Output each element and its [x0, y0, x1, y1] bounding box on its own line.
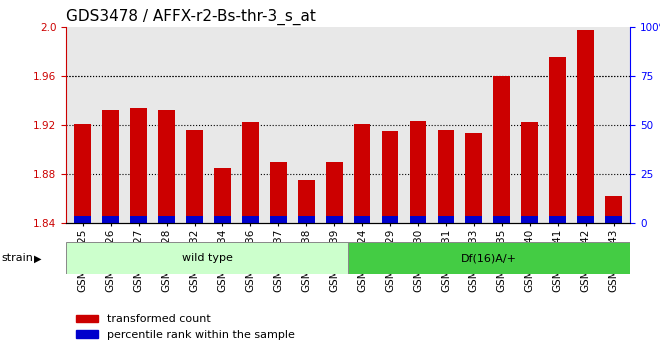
Bar [465, 133, 482, 223]
Bar [465, 216, 482, 223]
Bar [270, 162, 286, 223]
Text: strain: strain [1, 253, 33, 263]
Bar [438, 130, 454, 223]
Bar [270, 216, 286, 223]
Bar [186, 130, 203, 223]
Bar [75, 124, 91, 223]
Bar [578, 30, 594, 223]
Bar [158, 216, 175, 223]
Bar [549, 216, 566, 223]
Bar [605, 196, 622, 223]
Bar [578, 216, 594, 223]
Bar [494, 216, 510, 223]
Legend: transformed count, percentile rank within the sample: transformed count, percentile rank withi… [71, 310, 300, 344]
Bar [242, 216, 259, 223]
Bar [66, 242, 348, 274]
Bar [130, 108, 147, 223]
Bar [549, 57, 566, 223]
Bar [410, 121, 426, 223]
Bar [186, 216, 203, 223]
Text: Df(16)A/+: Df(16)A/+ [461, 253, 517, 263]
Bar [326, 162, 343, 223]
Text: ▶: ▶ [34, 253, 42, 263]
Bar [130, 216, 147, 223]
Bar [381, 216, 399, 223]
Bar [298, 216, 315, 223]
Bar [102, 216, 119, 223]
Text: GDS3478 / AFFX-r2-Bs-thr-3_s_at: GDS3478 / AFFX-r2-Bs-thr-3_s_at [66, 9, 316, 25]
Bar [521, 122, 538, 223]
Bar [102, 110, 119, 223]
Bar [158, 110, 175, 223]
Bar [326, 216, 343, 223]
Bar [354, 216, 370, 223]
Bar [410, 216, 426, 223]
Bar [605, 216, 622, 223]
Bar [348, 242, 630, 274]
Bar [354, 124, 370, 223]
Bar [494, 76, 510, 223]
Text: wild type: wild type [182, 253, 232, 263]
Bar [521, 216, 538, 223]
Bar [298, 180, 315, 223]
Bar [242, 122, 259, 223]
Bar [381, 131, 399, 223]
Bar [75, 216, 91, 223]
Bar [438, 216, 454, 223]
Bar [214, 216, 231, 223]
Bar [214, 168, 231, 223]
